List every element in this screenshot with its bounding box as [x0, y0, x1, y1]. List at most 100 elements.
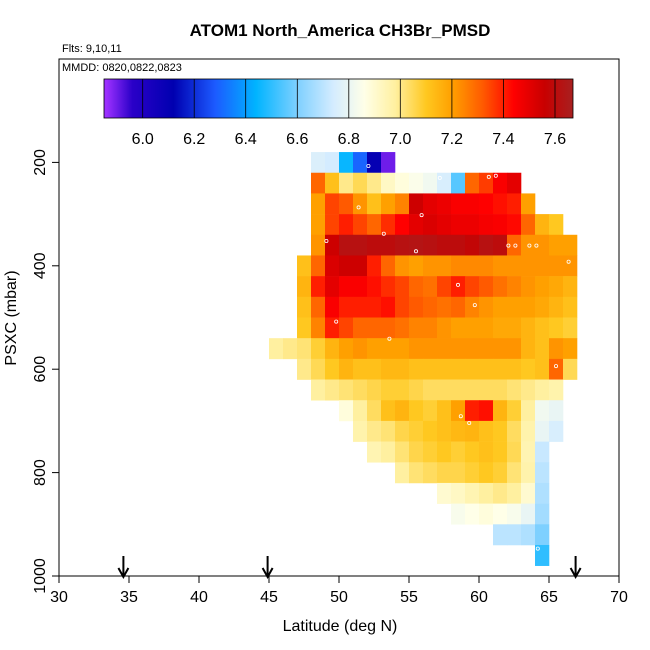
heatmap-cell: [283, 338, 298, 360]
colorbar-tick-label: 6.2: [183, 131, 205, 148]
heatmap-cell: [465, 420, 480, 442]
heatmap-cell: [493, 255, 508, 277]
x-tick-label: 40: [190, 589, 208, 606]
heatmap-cell: [311, 255, 326, 277]
heatmap-cell: [521, 214, 536, 236]
heatmap-cell: [493, 358, 508, 380]
heatmap-cell: [465, 482, 480, 504]
heatmap-cell: [465, 317, 480, 339]
heatmap-cell: [297, 255, 312, 277]
x-axis-label: Latitude (deg N): [283, 618, 398, 635]
heatmap-cell: [409, 296, 424, 318]
sample-point: [566, 259, 571, 264]
heatmap-cell: [381, 234, 396, 256]
heatmap-cell: [535, 482, 550, 504]
heatmap-cell: [535, 441, 550, 463]
heatmap-cell: [367, 420, 382, 442]
heatmap-cell: [465, 193, 480, 215]
heatmap-cell: [493, 379, 508, 401]
heatmap-cell: [535, 379, 550, 401]
heatmap-cell: [339, 296, 354, 318]
heatmap-cell: [479, 317, 494, 339]
heatmap-cell: [549, 358, 564, 380]
heatmap-cell: [465, 296, 480, 318]
sample-point: [467, 420, 472, 425]
sample-point: [527, 243, 532, 248]
heatmap-cell: [311, 317, 326, 339]
heatmap-cell: [339, 172, 354, 194]
heatmap-cell: [395, 358, 410, 380]
heatmap-cell: [451, 482, 466, 504]
x-tick-label: 50: [330, 589, 348, 606]
heatmap-cell: [451, 462, 466, 484]
colorbar-tick-label: 7.6: [544, 131, 566, 148]
heatmap-cell: [507, 255, 522, 277]
heatmap-cell: [535, 317, 550, 339]
heatmap-cell: [507, 317, 522, 339]
heatmap-cell: [535, 214, 550, 236]
heatmap-cell: [479, 441, 494, 463]
sample-point: [324, 238, 329, 243]
heatmap-cell: [381, 193, 396, 215]
heatmap-cell: [367, 152, 382, 174]
colorbar-tick-label: 6.8: [338, 131, 360, 148]
heatmap-cell: [325, 193, 340, 215]
heatmap-cell: [311, 379, 326, 401]
heatmap-cell: [325, 338, 340, 360]
heatmap-cell: [339, 214, 354, 236]
heatmap-cell: [367, 214, 382, 236]
heatmap-cell: [465, 441, 480, 463]
flight-arrow-head: [569, 567, 582, 580]
heatmap-cell: [437, 317, 452, 339]
heatmap-cell: [367, 379, 382, 401]
heatmap-cell: [437, 400, 452, 422]
heatmap-cell: [409, 172, 424, 194]
colorbar-tick-label: 7.0: [389, 131, 411, 148]
heatmap-cell: [311, 234, 326, 256]
heatmap-cell: [521, 193, 536, 215]
heatmap-cell: [437, 214, 452, 236]
heatmap-cell: [381, 214, 396, 236]
heatmap-cell: [521, 276, 536, 298]
heatmap-cell: [353, 338, 368, 360]
heatmap-cell: [437, 296, 452, 318]
heatmap-cell: [563, 296, 578, 318]
heatmap-cell: [367, 441, 382, 463]
heatmap-cell: [507, 172, 522, 194]
heatmap-cells: [269, 152, 578, 566]
heatmap-cell: [493, 276, 508, 298]
heatmap-cell: [549, 420, 564, 442]
heatmap-cell: [367, 317, 382, 339]
heatmap-cell: [451, 255, 466, 277]
heatmap-cell: [465, 234, 480, 256]
heatmap-cell: [563, 255, 578, 277]
x-tick-label: 60: [470, 589, 488, 606]
heatmap-cell: [297, 358, 312, 380]
heatmap-cell: [423, 193, 438, 215]
heatmap-cell: [535, 524, 550, 546]
heatmap-cell: [437, 234, 452, 256]
flight-arrow-head: [117, 567, 130, 580]
heatmap-cell: [437, 420, 452, 442]
heatmap-cell: [465, 503, 480, 525]
heatmap-cell: [381, 317, 396, 339]
heatmap-cell: [521, 420, 536, 442]
heatmap-cell: [563, 338, 578, 360]
heatmap-cell: [353, 255, 368, 277]
heatmap-cell: [339, 255, 354, 277]
heatmap-cell: [353, 172, 368, 194]
heatmap-cell: [465, 358, 480, 380]
sample-point: [458, 414, 463, 419]
colorbar-gradient: [103, 78, 574, 119]
heatmap-cell: [423, 317, 438, 339]
heatmap-cell: [297, 296, 312, 318]
heatmap-cell: [535, 234, 550, 256]
heatmap-cell: [381, 358, 396, 380]
heatmap-cell: [381, 276, 396, 298]
heatmap-cell: [521, 379, 536, 401]
heatmap-cell: [563, 234, 578, 256]
heatmap-cell: [451, 172, 466, 194]
heatmap-cell: [353, 420, 368, 442]
heatmap-cell: [423, 441, 438, 463]
heatmap-cell: [353, 234, 368, 256]
